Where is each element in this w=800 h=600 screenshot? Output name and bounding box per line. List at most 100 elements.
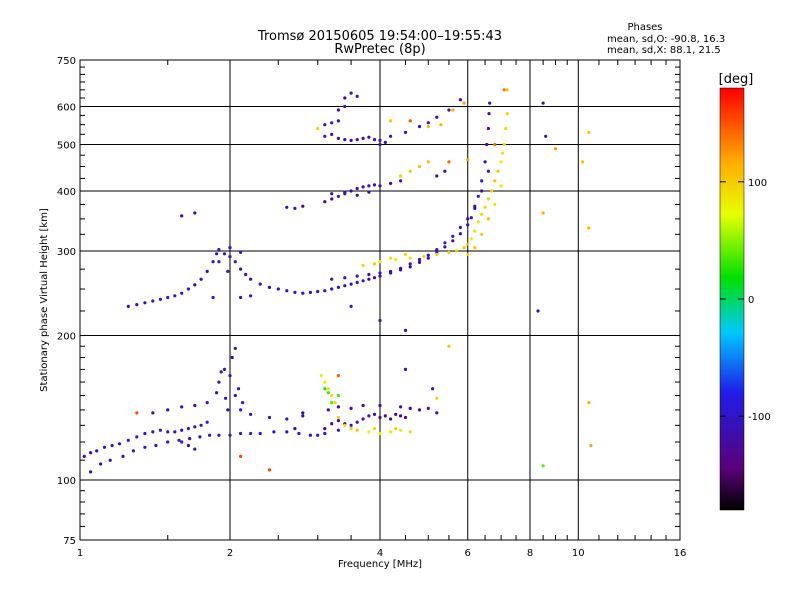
data-point [361,417,365,421]
data-point [361,403,365,408]
data-point [95,449,99,453]
y-tick-label: 600 [57,103,76,114]
data-point [180,405,184,409]
data-point [154,443,158,448]
data-point [426,406,430,410]
data-point [180,440,184,444]
data-point [267,285,272,289]
data-point [536,309,540,313]
data-point [228,374,232,378]
data-point [399,266,403,270]
data-point [435,396,439,400]
data-point [383,414,387,418]
data-point [378,274,382,278]
data-points [82,88,593,474]
data-point [158,428,162,432]
data-point [217,248,221,252]
data-point [249,294,253,298]
data-point [431,387,435,391]
data-point [485,142,489,147]
data-point [426,125,430,129]
data-point [143,301,147,305]
data-point [336,419,340,423]
data-point [372,412,377,416]
y-tick-label: 500 [57,141,76,152]
data-point [205,401,209,405]
data-point [499,184,503,188]
data-point [326,387,330,391]
data-point [228,246,232,250]
data-point [143,431,147,436]
data-point [447,250,451,254]
data-point [403,130,408,134]
data-point [399,405,403,409]
data-point [403,252,408,257]
data-point [89,451,93,455]
data-point [308,290,312,294]
data-point [349,189,353,193]
data-point [466,158,470,162]
data-point [378,142,382,147]
data-point [239,267,243,271]
data-point [408,262,412,266]
data-point [193,211,197,215]
data-point [496,169,500,173]
data-point [249,277,253,281]
data-point [378,138,382,142]
data-point [208,433,212,437]
data-point [316,289,320,294]
colorbar-label: [deg] [719,72,754,87]
data-point [486,197,490,201]
data-point [228,433,232,437]
data-point [293,206,297,210]
data-point [493,142,497,147]
data-point [389,256,393,260]
data-point [186,287,190,291]
data-point [502,142,506,147]
data-point [343,423,347,427]
data-point [316,433,320,437]
data-point [553,147,558,151]
plot-frame [79,59,681,541]
data-point [462,101,466,105]
data-point [330,422,334,426]
data-point [131,449,135,453]
data-point [541,211,545,215]
data-point [487,112,491,116]
data-point [308,433,312,437]
data-point [193,447,197,451]
data-point [435,411,439,415]
data-point [117,442,122,446]
data-point [367,277,371,281]
data-point [336,285,340,289]
x-tick-label: 2 [227,548,233,559]
data-point [126,438,130,442]
data-point [417,125,422,129]
data-point [587,130,591,134]
data-point [193,283,197,287]
data-point [102,445,107,449]
data-point [228,255,232,259]
data-point [241,401,245,405]
data-point [199,277,203,281]
chart-title: Tromsø 20150605 19:54:00–19:55:43 [257,29,502,44]
phase-stats-x-line: mean, sd,X: 88.1, 21.5 [607,45,721,56]
phase-stats-o-line: mean, sd,O: -90.8, 16.3 [607,34,725,45]
data-point [372,276,377,280]
minor-ticks [80,60,680,540]
data-point [408,256,412,260]
data-point [443,169,447,173]
data-point [166,440,170,444]
data-point [443,245,447,249]
data-point [389,430,393,434]
data-point [469,216,473,220]
data-point [343,138,347,142]
data-point [186,443,190,448]
colorbar-tick-label: -100 [748,412,771,423]
data-point [435,248,439,252]
data-point [121,454,125,458]
data-point [336,405,340,409]
data-point [297,431,301,436]
data-point [480,189,484,193]
